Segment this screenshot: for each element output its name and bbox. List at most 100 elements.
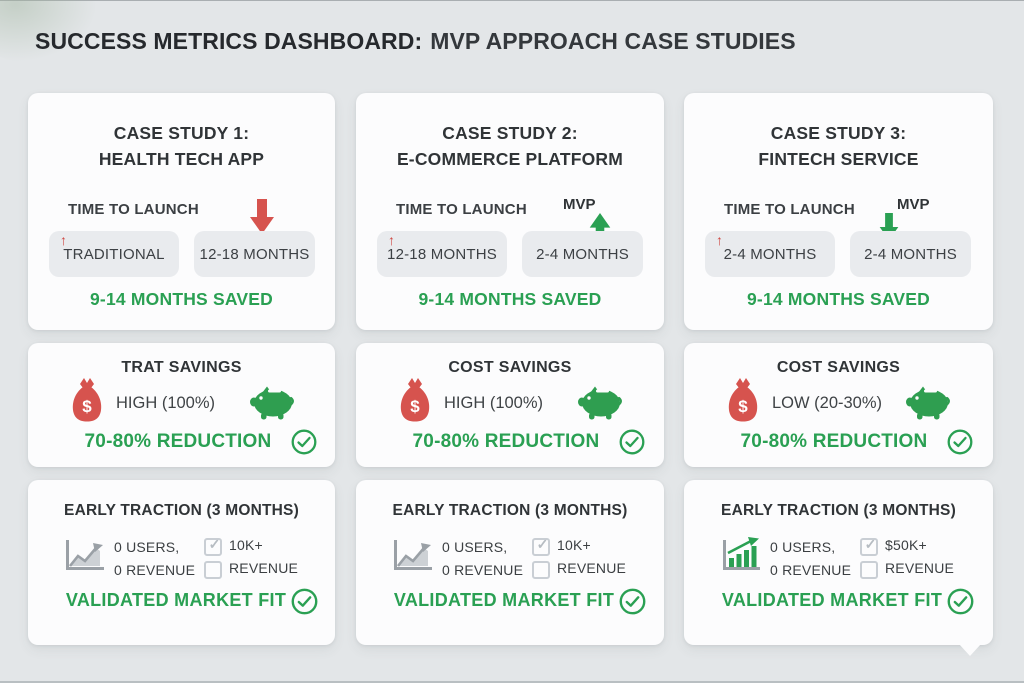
time-to-launch-label: TIME TO LAUNCH bbox=[68, 201, 199, 218]
money-bag-icon: $ bbox=[728, 378, 758, 422]
top-edge-line bbox=[0, 0, 1024, 1]
savings-title: COST SAVINGS bbox=[448, 359, 572, 376]
piggy-bank-icon bbox=[906, 385, 950, 420]
case-study-title-line1: CASE STUDY 1: bbox=[113, 123, 250, 143]
line-chart-icon bbox=[392, 537, 434, 573]
checkbox-checked: ✓ bbox=[532, 535, 550, 556]
case-study-title-line1: CASE STUDY 2: bbox=[442, 123, 578, 143]
trend-up-arrow-icon bbox=[588, 213, 612, 243]
checkbox-unchecked bbox=[860, 561, 878, 579]
small-up-arrow-icon: ↑ bbox=[716, 232, 724, 248]
check-circle-icon bbox=[619, 588, 646, 615]
line-chart-icon bbox=[64, 537, 106, 573]
speech-bubble-tail bbox=[959, 644, 981, 656]
svg-text:$: $ bbox=[410, 397, 420, 416]
check-circle-icon bbox=[619, 429, 645, 455]
checkbox-label-target: $50K+ bbox=[885, 537, 927, 553]
users-line: 0 USERS, bbox=[114, 539, 180, 555]
checkbox-label-target: 10K+ bbox=[557, 537, 591, 553]
case-study-title-line2: HEALTH TECH APP bbox=[98, 149, 265, 170]
check-circle-icon bbox=[947, 588, 974, 615]
small-up-arrow-icon: ↑ bbox=[388, 232, 396, 248]
piggy-bank-icon bbox=[578, 385, 622, 420]
time-to-launch-label: TIME TO LAUNCH bbox=[724, 201, 855, 218]
checkbox-label-revenue: REVENUE bbox=[229, 560, 299, 576]
checkbox-unchecked bbox=[204, 561, 222, 579]
pill-label: 2-4 MONTHS bbox=[723, 245, 817, 263]
pill-traditional: ↑ 12-18 MONTHS bbox=[377, 231, 507, 277]
months-saved-text: 9-14 MONTHS SAVED bbox=[747, 289, 930, 309]
savings-level-text: LOW (20-30%) bbox=[772, 394, 883, 412]
case-study-card-1: CASE STUDY 1: HEALTH TECH APP TIME TO LA… bbox=[28, 93, 335, 330]
traction-title: EARLY TRACTION (3 MONTHS) bbox=[721, 502, 956, 519]
mvp-label: MVP bbox=[897, 196, 930, 213]
traction-card-1: EARLY TRACTION (3 MONTHS) 0 USERS, 0 REV… bbox=[28, 480, 335, 645]
pill-label: 12-18 MONTHS bbox=[387, 245, 497, 263]
revenue-line: 0 REVENUE bbox=[442, 562, 524, 578]
mvp-label: MVP bbox=[563, 196, 596, 213]
case-study-title-line2: E-COMMERCE PLATFORM bbox=[396, 149, 624, 170]
svg-text:$: $ bbox=[738, 397, 748, 416]
traction-metrics: 0 USERS, 0 REVENUE bbox=[770, 536, 851, 582]
time-to-launch-label: TIME TO LAUNCH bbox=[396, 201, 527, 218]
trend-down-arrow-icon bbox=[250, 198, 274, 236]
months-saved-text: 9-14 MONTHS SAVED bbox=[418, 289, 602, 309]
bar-chart-icon bbox=[720, 537, 762, 573]
reduction-text: 70-80% REDUCTION bbox=[84, 431, 272, 452]
pill-traditional: ↑ 2-4 MONTHS bbox=[705, 231, 835, 277]
check-circle-icon bbox=[947, 429, 973, 455]
pill-label: TRADITIONAL bbox=[63, 245, 165, 263]
check-circle-icon bbox=[291, 588, 318, 615]
months-saved-text: 9-14 MONTHS SAVED bbox=[90, 289, 273, 309]
checkbox-label-revenue: REVENUE bbox=[885, 560, 955, 576]
savings-title: TRAT SAVINGS bbox=[121, 359, 242, 376]
checkbox-checked: ✓ bbox=[204, 535, 222, 556]
page-title-secondary: MVP APPROACH CASE STUDIES bbox=[430, 28, 796, 54]
case-study-title: CASE STUDY 1: HEALTH TECH APP bbox=[28, 120, 335, 173]
pill-label: 2-4 MONTHS bbox=[536, 245, 629, 263]
market-fit-text: VALIDATED MARKET FIT bbox=[721, 590, 943, 610]
revenue-line: 0 REVENUE bbox=[770, 562, 852, 578]
pill-label: 2-4 MONTHS bbox=[864, 245, 957, 263]
traction-title: EARLY TRACTION (3 MONTHS) bbox=[64, 502, 299, 519]
check-circle-icon bbox=[291, 429, 317, 455]
bottom-edge-line bbox=[0, 681, 1024, 683]
check-icon: ✓ bbox=[208, 535, 221, 552]
checkbox-label-revenue: REVENUE bbox=[557, 560, 627, 576]
savings-card-2: COST SAVINGS $ HIGH (100%) 70-80% REDUCT… bbox=[356, 343, 664, 467]
check-icon: ✓ bbox=[864, 535, 877, 552]
market-fit-text: VALIDATED MARKET FIT bbox=[65, 590, 287, 610]
traction-metrics: 0 USERS, 0 REVENUE bbox=[442, 536, 523, 582]
savings-card-1: TRAT SAVINGS $ HIGH (100%) 70-80% REDUCT… bbox=[28, 343, 335, 467]
traction-card-3: EARLY TRACTION (3 MONTHS) 0 USERS, 0 REV… bbox=[684, 480, 993, 656]
savings-level-text: HIGH (100%) bbox=[444, 394, 544, 412]
market-fit-text: VALIDATED MARKET FIT bbox=[393, 590, 615, 610]
case-study-title-line2: FINTECH SERVICE bbox=[758, 149, 919, 170]
savings-title: COST SAVINGS bbox=[776, 359, 901, 376]
money-bag-icon: $ bbox=[400, 378, 430, 422]
case-study-card-3: CASE STUDY 3: FINTECH SERVICE TIME TO LA… bbox=[684, 93, 993, 330]
traction-metrics: 0 USERS, 0 REVENUE bbox=[114, 536, 195, 582]
pill-mvp-months: 2-4 MONTHS bbox=[850, 231, 971, 277]
traction-card-2: EARLY TRACTION (3 MONTHS) 0 USERS, 0 REV… bbox=[356, 480, 664, 645]
reduction-text: 70-80% REDUCTION bbox=[412, 431, 600, 452]
revenue-line: 0 REVENUE bbox=[114, 562, 196, 578]
traction-title: EARLY TRACTION (3 MONTHS) bbox=[392, 502, 628, 519]
pill-mvp-months: 12-18 MONTHS bbox=[194, 231, 315, 277]
pill-mvp-months: 2-4 MONTHS bbox=[522, 231, 643, 277]
check-icon: ✓ bbox=[536, 535, 549, 552]
page-title-primary: SUCCESS METRICS DASHBOARD: bbox=[35, 28, 423, 54]
pill-label: 12-18 MONTHS bbox=[199, 245, 310, 263]
case-study-title-line1: CASE STUDY 3: bbox=[770, 123, 907, 143]
svg-text:$: $ bbox=[82, 397, 92, 416]
reduction-text: 70-80% REDUCTION bbox=[740, 431, 928, 452]
checkbox-label-target: 10K+ bbox=[229, 537, 263, 553]
case-study-title: CASE STUDY 2: E-COMMERCE PLATFORM bbox=[356, 120, 664, 173]
small-up-arrow-icon: ↑ bbox=[60, 232, 68, 248]
piggy-bank-icon bbox=[250, 385, 294, 420]
checkbox-checked: ✓ bbox=[860, 535, 878, 556]
pill-traditional: ↑ TRADITIONAL bbox=[49, 231, 179, 277]
case-study-card-2: CASE STUDY 2: E-COMMERCE PLATFORM TIME T… bbox=[356, 93, 664, 330]
case-study-title: CASE STUDY 3: FINTECH SERVICE bbox=[684, 120, 993, 173]
checkbox-unchecked bbox=[532, 561, 550, 579]
